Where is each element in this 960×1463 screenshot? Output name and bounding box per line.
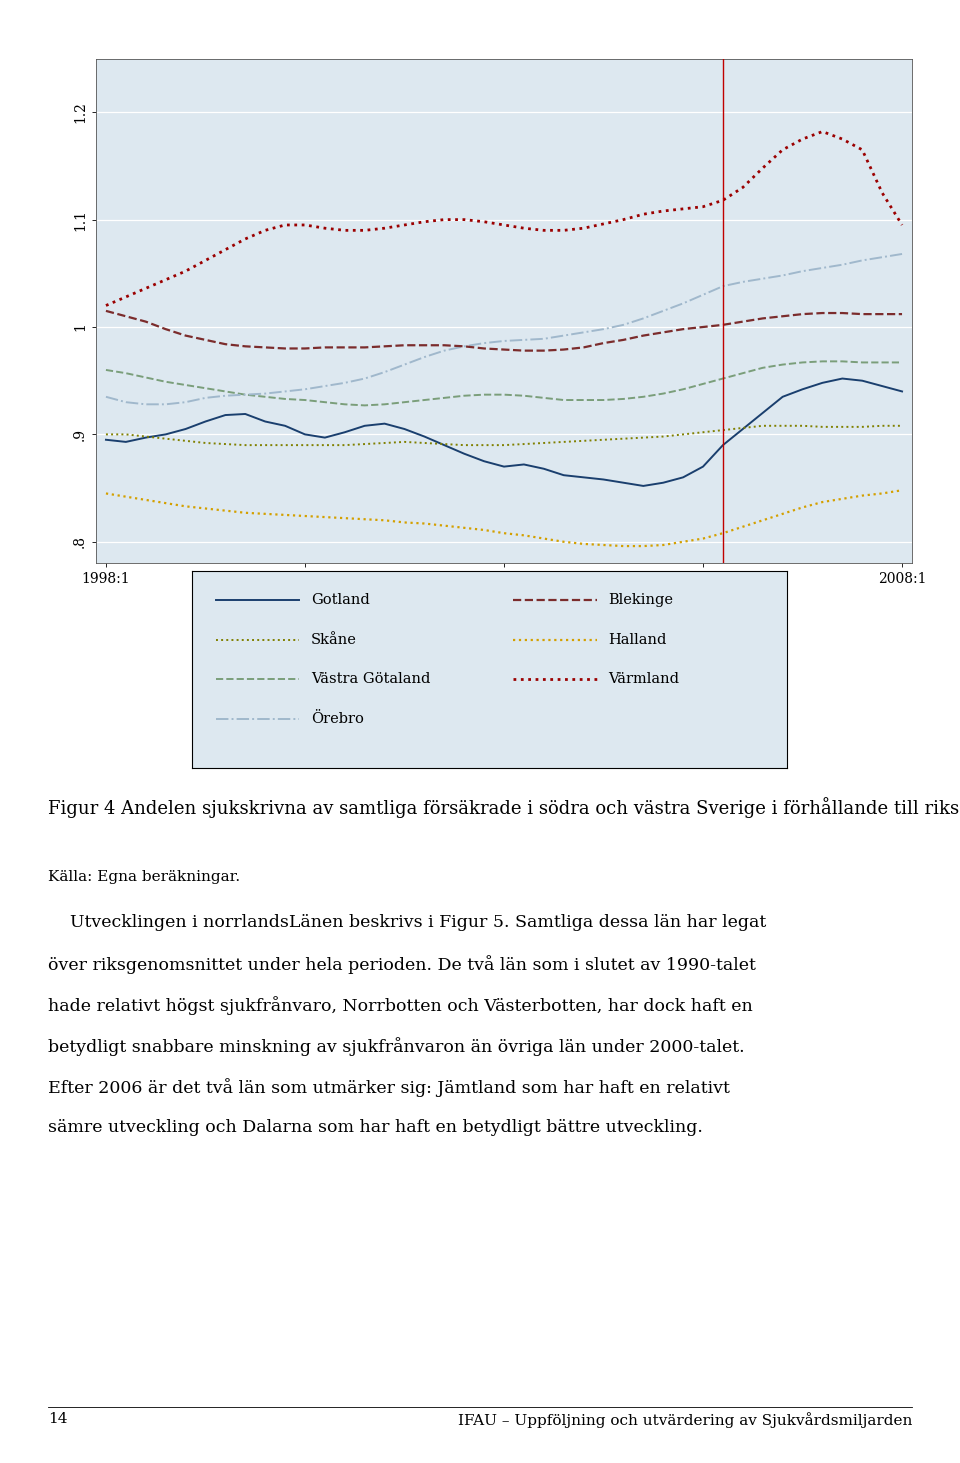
Text: 14: 14 — [48, 1412, 67, 1426]
Text: över riksgenomsnittet under hela perioden. De två län som i slutet av 1990-talet: över riksgenomsnittet under hela periode… — [48, 955, 756, 974]
Text: sämre utveckling och Dalarna som har haft en betydligt bättre utveckling.: sämre utveckling och Dalarna som har haf… — [48, 1119, 703, 1137]
Text: Källa: Egna beräkningar.: Källa: Egna beräkningar. — [48, 870, 240, 885]
Text: hade relativt högst sjukfrånvaro, Norrbotten och Västerbotten, har dock haft en: hade relativt högst sjukfrånvaro, Norrbo… — [48, 996, 753, 1015]
Text: betydligt snabbare minskning av sjukfrånvaron än övriga län under 2000-talet.: betydligt snabbare minskning av sjukfrån… — [48, 1037, 745, 1056]
Text: IFAU – Uppföljning och utvärdering av Sjukvårdsmiljarden: IFAU – Uppföljning och utvärdering av Sj… — [458, 1412, 912, 1428]
Text: Figur 4 Andelen sjukskrivna av samtliga försäkrade i södra och västra Sverige i : Figur 4 Andelen sjukskrivna av samtliga … — [48, 797, 960, 818]
Text: Örebro: Örebro — [311, 711, 364, 726]
Text: Utvecklingen i norrlandsLänen beskrivs i Figur 5. Samtliga dessa län har legat: Utvecklingen i norrlandsLänen beskrivs i… — [48, 914, 766, 932]
Text: Efter 2006 är det två län som utmärker sig: Jämtland som har haft en relativt: Efter 2006 är det två län som utmärker s… — [48, 1078, 730, 1097]
Text: Västra Götaland: Västra Götaland — [311, 672, 430, 686]
Text: Halland: Halland — [609, 632, 667, 647]
Text: Värmland: Värmland — [609, 672, 680, 686]
Text: Blekinge: Blekinge — [609, 593, 674, 607]
X-axis label: kvartal: kvartal — [478, 593, 530, 606]
Text: Skåne: Skåne — [311, 632, 357, 647]
Text: Gotland: Gotland — [311, 593, 370, 607]
